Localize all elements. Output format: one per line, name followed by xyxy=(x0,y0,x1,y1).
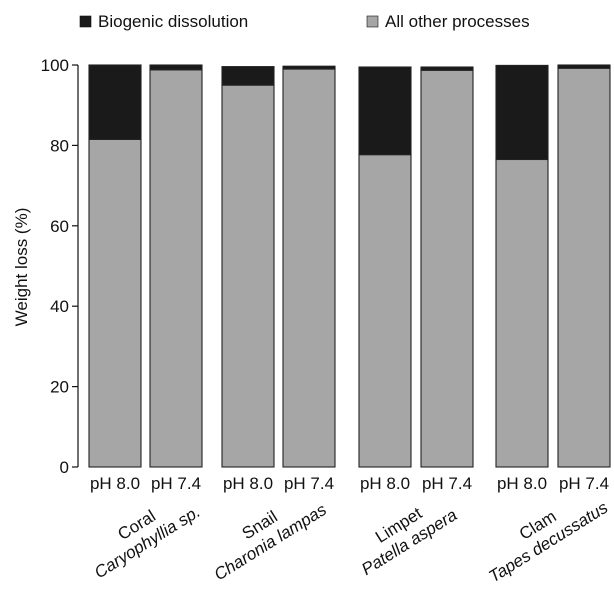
bar-segment-other xyxy=(495,158,549,468)
bar-segment-biogenic xyxy=(358,66,412,156)
legend: Biogenic dissolution All other processes xyxy=(79,12,530,31)
bar-segment-other xyxy=(221,84,275,468)
y-tick-label: 0 xyxy=(60,458,69,477)
bar-segment-other xyxy=(88,138,142,468)
y-axis-label: Weight loss (%) xyxy=(12,208,31,327)
bar-stack xyxy=(149,64,203,468)
bar-stack xyxy=(88,64,142,468)
legend-label: All other processes xyxy=(385,12,530,31)
x-tick-label: pH 8.0 xyxy=(90,474,140,493)
y-axis: 0 20 40 60 80 100 xyxy=(41,56,79,477)
bar-stack xyxy=(221,66,275,468)
bar-segment-biogenic xyxy=(221,66,275,86)
bar-segment-other xyxy=(557,67,611,468)
bar-segment-other xyxy=(282,68,336,468)
x-tick-label: pH 7.4 xyxy=(284,474,334,493)
bar-segment-other xyxy=(358,154,412,468)
bar-stack xyxy=(557,64,611,468)
bar-segment-other xyxy=(420,69,474,468)
bar-stack xyxy=(282,65,336,468)
bar-stack xyxy=(358,66,412,468)
x-tick-label: pH 7.4 xyxy=(151,474,201,493)
y-tick-label: 40 xyxy=(50,297,69,316)
bar-stack xyxy=(420,66,474,468)
x-tick-label: pH 7.4 xyxy=(422,474,472,493)
x-tick-label: pH 7.4 xyxy=(559,474,609,493)
y-tick-label: 100 xyxy=(41,56,69,75)
bar-segment-biogenic xyxy=(420,66,474,71)
x-tick-label: pH 8.0 xyxy=(360,474,410,493)
bar-segment-biogenic xyxy=(557,64,611,69)
bar-segment-biogenic xyxy=(495,64,549,161)
y-tick-label: 20 xyxy=(50,378,69,397)
bar-segment-biogenic xyxy=(88,64,142,140)
bars xyxy=(88,64,611,468)
bar-segment-biogenic xyxy=(282,65,336,70)
y-tick-label: 80 xyxy=(50,136,69,155)
x-tick-label: pH 8.0 xyxy=(223,474,273,493)
bar-segment-biogenic xyxy=(149,64,203,71)
legend-label: Biogenic dissolution xyxy=(98,12,248,31)
bar-stack xyxy=(495,64,549,468)
y-tick-label: 60 xyxy=(50,217,69,236)
legend-swatch xyxy=(79,15,92,28)
x-tick-label: pH 8.0 xyxy=(497,474,547,493)
legend-item: Biogenic dissolution xyxy=(79,12,248,31)
bar-segment-other xyxy=(149,69,203,468)
legend-item: All other processes xyxy=(366,12,530,31)
legend-swatch xyxy=(366,15,379,28)
x-tick-labels: pH 8.0 pH 7.4 pH 8.0 pH 7.4 pH 8.0 pH 7.4 pH 8… xyxy=(90,474,609,493)
